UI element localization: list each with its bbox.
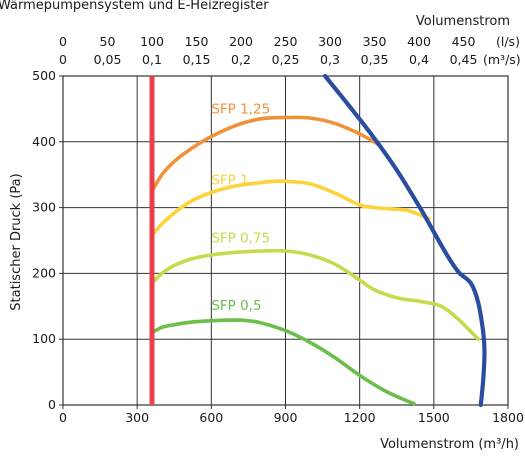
series-line-sfp-1-25 [150,115,382,193]
x-axis-title: Volumenstrom (m³/h) [380,437,519,452]
top-m3s-tick-label: 0,2 [231,52,251,67]
top-ls-tick-labels: 0 50 100 150 200 250 300 350 400 450 [59,34,475,49]
y-axis-title: Statischer Druck (Pa) [9,173,24,310]
top-m3s-tick-label: 0,1 [142,52,162,67]
series-layer [149,73,487,408]
top-m3s-tick-label: 0,25 [272,52,300,67]
series-label: SFP 1,25 [211,102,270,118]
top-m3s-tick-label: 0,3 [320,52,340,67]
x-tick-label: 0 [59,410,67,425]
series-line-sfp-0-5 [150,318,416,406]
top-m3s-unit: (m³/s) [483,52,521,67]
y-tick-label: 0 [48,397,56,412]
top-m3s-tick-labels: 0 0,05 0,1 0,15 0,2 0,25 0,3 0,35 0,4 0,45 [59,52,477,67]
x-tick-label: 1200 [344,410,376,425]
x-tick-label: 300 [125,410,149,425]
grid [62,75,509,406]
top-m3s-tick-label: 0,05 [94,52,122,67]
series-line-sfp-0-75 [150,248,481,341]
top-ls-tick-label: 150 [185,34,209,49]
x-tick-labels: 0 300 600 900 1200 1500 1800 [59,405,524,425]
series-line-sfp-1 [150,179,431,237]
series-label: SFP 0,5 [211,298,261,314]
series-labels: SFP 1,25 SFP 1 SFP 0,75 SFP 0,5 [211,102,270,315]
top-ls-tick-label: 300 [318,34,342,49]
top-ls-tick-label: 450 [452,34,476,49]
chart-title: Wärmepumpensystem und E-Heizregister [0,0,269,13]
top-ls-tick-label: 350 [363,34,387,49]
top-m3s-tick-label: 0,4 [409,52,429,67]
top-m3s-tick-label: 0,35 [361,52,389,67]
y-tick-label: 200 [32,265,56,280]
series-label: SFP 0,75 [211,230,270,246]
y-tick-label: 500 [32,68,56,83]
top-m3s-tick-label: 0,15 [183,52,211,67]
x-tick-label: 1500 [418,410,450,425]
y-tick-label: 400 [32,134,56,149]
top-ls-tick-label: 50 [100,34,116,49]
x-tick-label: 1800 [492,410,524,425]
top-ls-tick-label: 100 [140,34,164,49]
top-m3s-tick-label: 0,45 [450,52,478,67]
top-axis-title: Volumenstrom [416,14,510,29]
x-tick-label: 600 [199,410,223,425]
top-m3s-tick-label: 0 [59,52,67,67]
y-tick-label: 300 [32,200,56,215]
top-ls-tick-label: 0 [59,34,67,49]
top-ls-tick-label: 400 [407,34,431,49]
series-label: SFP 1 [211,173,248,189]
top-ls-tick-label: 200 [229,34,253,49]
top-ls-tick-label: 250 [274,34,298,49]
y-tick-labels: 0 100 200 300 400 500 [32,68,63,412]
y-tick-label: 100 [32,331,56,346]
series-line-fan-curve [323,73,487,408]
top-ls-unit: (l/s) [496,34,520,49]
x-tick-label: 900 [274,410,298,425]
